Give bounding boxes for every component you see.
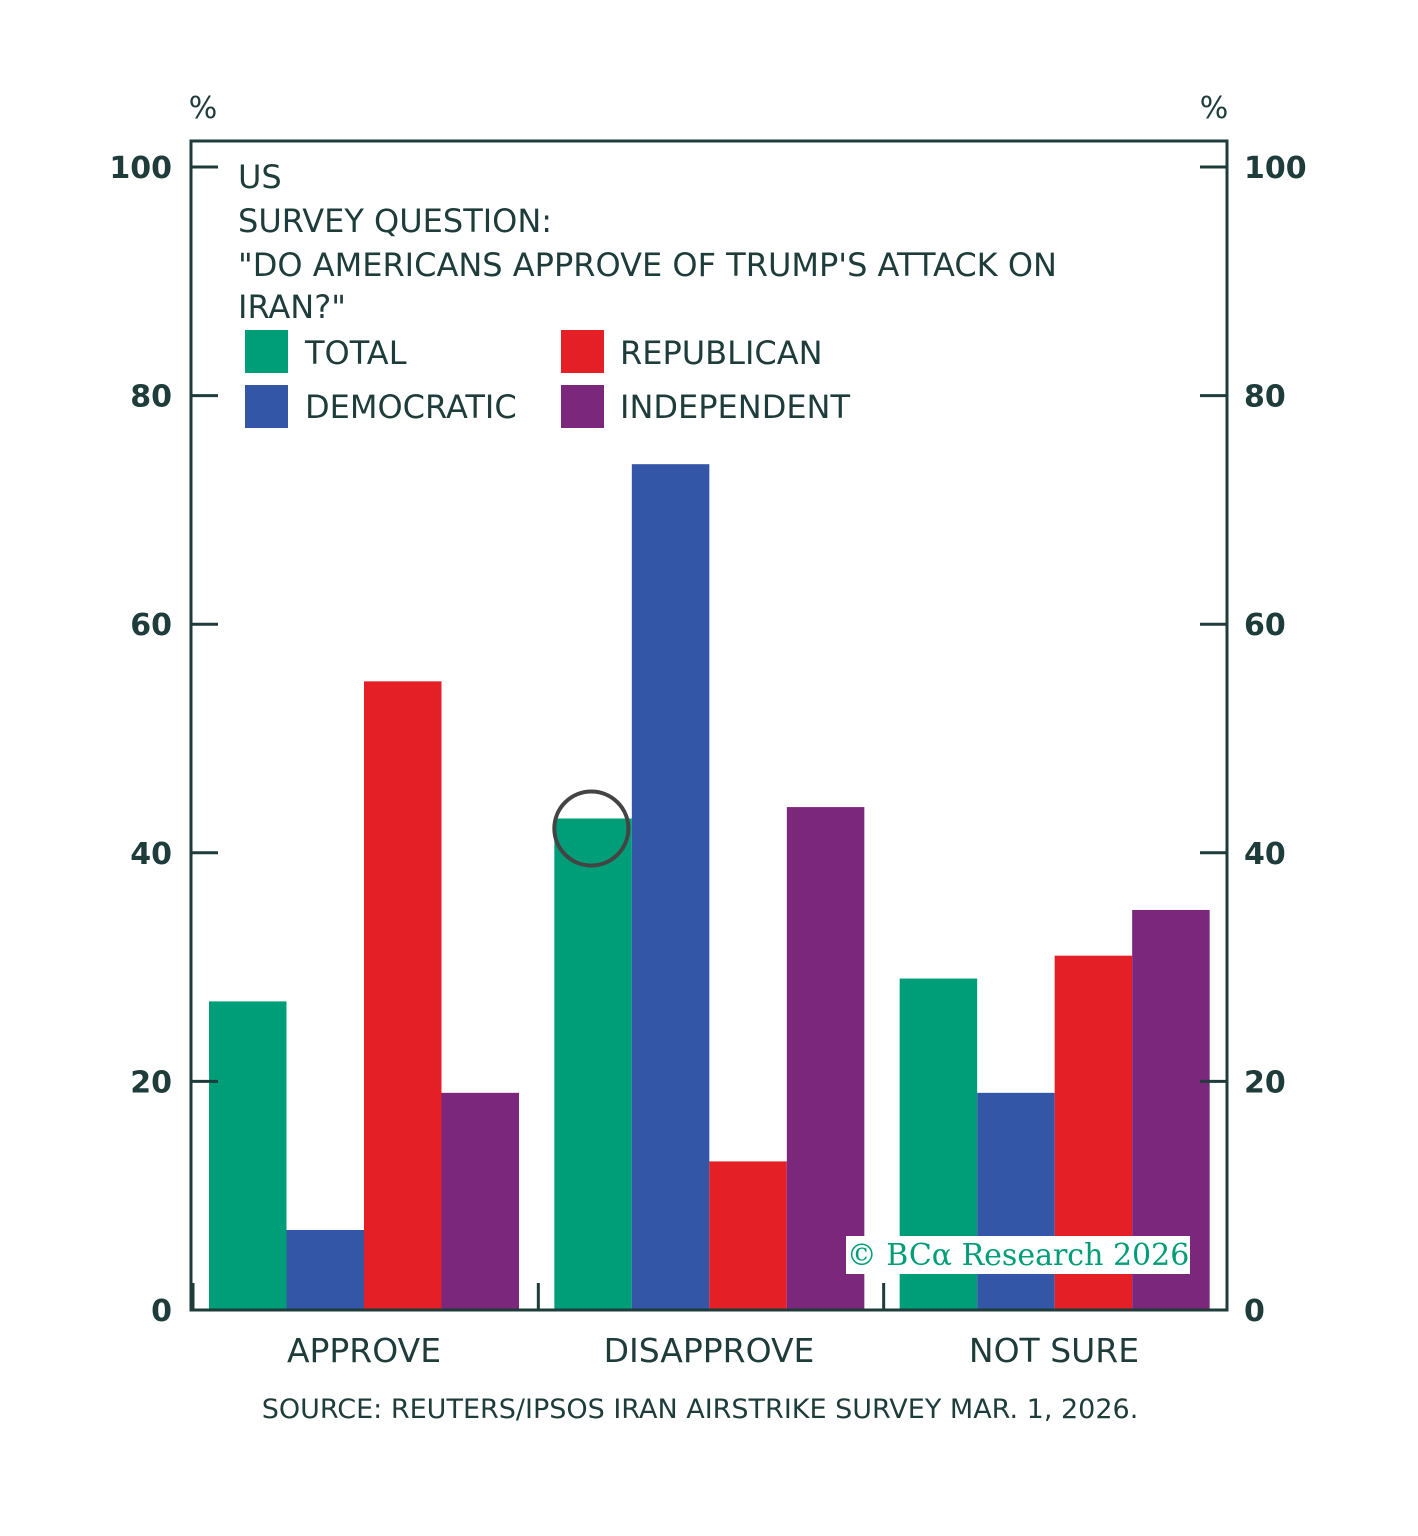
category-labels: APPROVE DISAPPROVE NOT SURE	[287, 1331, 1139, 1370]
bar-disapprove-total	[554, 818, 632, 1310]
legend: TOTAL REPUBLICAN DEMOCRATIC INDEPENDENT	[245, 330, 850, 428]
category-label-approve: APPROVE	[287, 1331, 441, 1370]
chart-title: US SURVEY QUESTION: "DO AMERICANS APPROV…	[238, 158, 1057, 326]
y-tick-label-left-0: 0	[151, 1294, 172, 1329]
legend-swatch-total	[245, 330, 288, 373]
y-tick-label-right-80: 80	[1244, 380, 1286, 415]
title-line-4: IRAN?"	[238, 288, 346, 326]
bar-not-sure-democratic	[977, 1092, 1055, 1310]
y-tick-label-right-0: 0	[1244, 1294, 1265, 1329]
legend-swatch-democratic	[245, 385, 288, 428]
y-tick-label-right-20: 20	[1244, 1065, 1286, 1100]
legend-label-independent: INDEPENDENT	[620, 388, 850, 426]
bar-approve-independent	[441, 1092, 519, 1310]
y-tick-label-left-40: 40	[130, 837, 172, 872]
legend-swatch-independent	[561, 385, 604, 428]
y-tick-label-left-80: 80	[130, 380, 172, 415]
bar-disapprove-republican	[709, 1161, 787, 1310]
y-unit-right: %	[1200, 91, 1229, 126]
bar-approve-republican	[364, 681, 442, 1310]
legend-swatch-republican	[561, 330, 604, 373]
title-line-1: US	[238, 158, 282, 196]
y-tick-label-right-60: 60	[1244, 608, 1286, 643]
legend-label-total: TOTAL	[304, 334, 407, 372]
bar-approve-democratic	[286, 1229, 364, 1310]
y-tick-label-left-100: 100	[109, 151, 172, 186]
y-unit-left: %	[189, 91, 218, 126]
bar-disapprove-democratic	[631, 464, 710, 1310]
y-ticks-group: 0 0 20 20 40 40 60 60 80 80 100 100	[109, 151, 1306, 1329]
bars-group	[209, 464, 1210, 1310]
bar-approve-total	[209, 1001, 287, 1310]
watermark: © BCα Research 2026	[846, 1236, 1190, 1274]
legend-label-democratic: DEMOCRATIC	[305, 388, 517, 426]
y-tick-label-left-60: 60	[130, 608, 172, 643]
source-note: SOURCE: REUTERS/IPSOS IRAN AIRSTRIKE SUR…	[262, 1394, 1139, 1425]
y-tick-label-right-40: 40	[1244, 837, 1286, 872]
category-label-disapprove: DISAPPROVE	[604, 1331, 815, 1370]
title-line-2: SURVEY QUESTION:	[238, 202, 552, 240]
category-label-not-sure: NOT SURE	[969, 1331, 1139, 1370]
watermark-background	[846, 1236, 1190, 1274]
y-tick-label-left-20: 20	[130, 1065, 172, 1100]
bar-disapprove-independent	[786, 807, 865, 1310]
title-line-3: "DO AMERICANS APPROVE OF TRUMP'S ATTACK …	[238, 246, 1057, 284]
legend-label-republican: REPUBLICAN	[620, 334, 823, 372]
y-tick-label-right-100: 100	[1244, 151, 1307, 186]
plot-frame	[189, 139, 1229, 1312]
highlight-circle	[552, 789, 631, 868]
watermark-text: © BCα Research 2026	[847, 1238, 1190, 1273]
